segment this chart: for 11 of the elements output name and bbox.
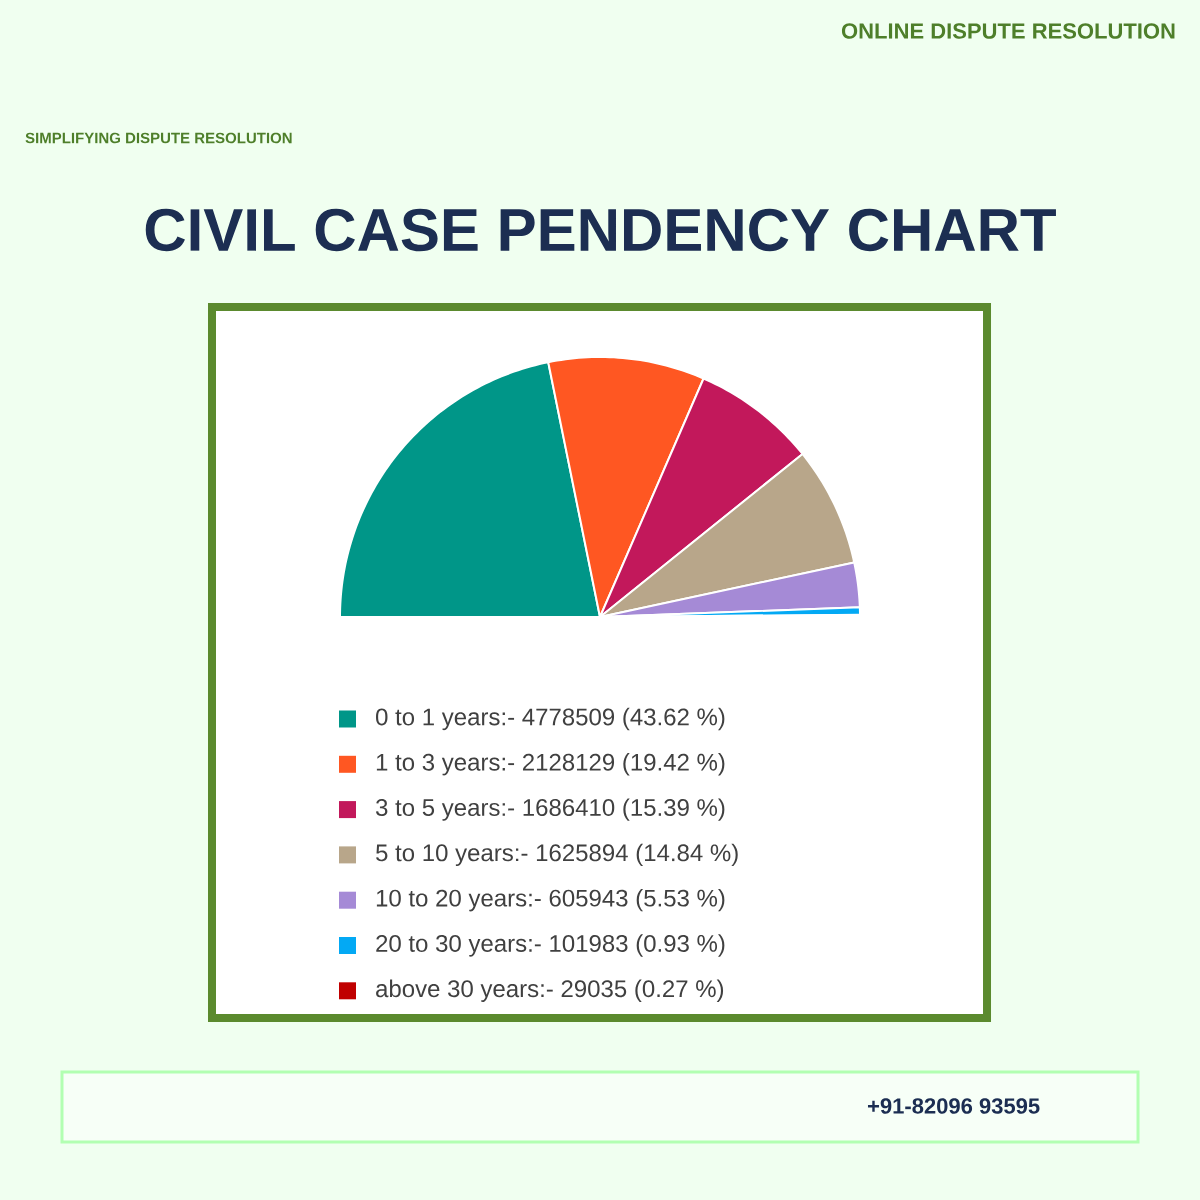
legend-label: 3 to 5 years:- 1686410 (15.39 %) (375, 798, 725, 821)
legend-label: 1 to 3 years:- 2128129 (19.42 %) (376, 753, 725, 776)
chart-title: CIVIL CASE PENDENCY CHART (145, 208, 1056, 252)
legend-label: 0 to 1 years:- 4778509 (43.62 %) (376, 707, 725, 731)
legend-label: 20 to 30 years:- 101983 (0.93 %) (376, 934, 725, 957)
legend-label: 10 to 20 years:- 605943 (5.53 %) (376, 889, 725, 912)
text: SIMPLIFYING DISPUTE RESOLUTION (25, 132, 292, 144)
legend-label: above 30 years:- 29035 (0.27 %) (376, 979, 724, 1002)
text: +91-82096 93595 (867, 1098, 1040, 1114)
text: ONLINE DISPUTE RESOLUTION (841, 23, 1175, 39)
legend-label: 5 to 10 years:- 1625894 (14.84 %) (376, 843, 738, 867)
